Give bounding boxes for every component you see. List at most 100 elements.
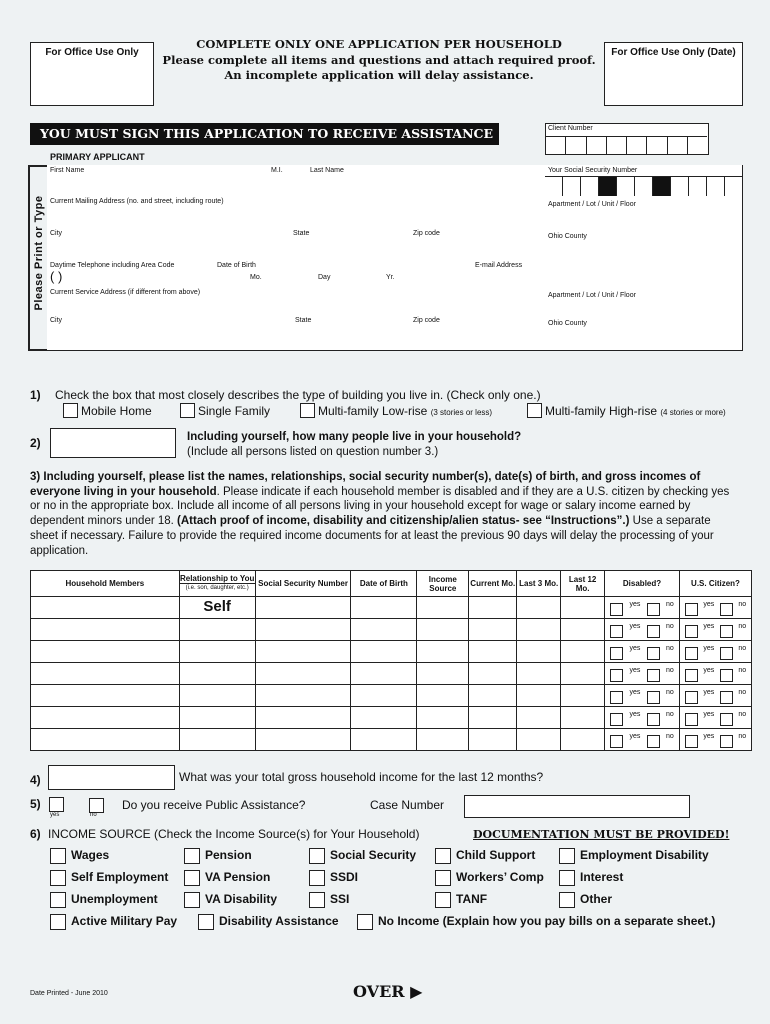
- last-3-months-cell[interactable]: [516, 618, 562, 641]
- citizen-no-checkbox[interactable]: [719, 690, 733, 704]
- current-month-cell[interactable]: [468, 596, 518, 619]
- citizen-no-checkbox[interactable]: [719, 734, 733, 748]
- relationship-cell[interactable]: [178, 662, 256, 685]
- ssn-cell[interactable]: [254, 618, 352, 641]
- citizen-yes-checkbox[interactable]: [684, 602, 698, 616]
- case-number-input[interactable]: [464, 795, 690, 818]
- last-12-months-cell[interactable]: [560, 662, 606, 685]
- ssn-digit[interactable]: [545, 177, 563, 196]
- member-name-cell[interactable]: [30, 640, 180, 663]
- multi-family-low-rise-checkbox[interactable]: [300, 403, 315, 418]
- ssn-digit[interactable]: [671, 177, 689, 196]
- active-military-pay-checkbox[interactable]: [50, 914, 66, 930]
- citizen-yes-checkbox[interactable]: [684, 646, 698, 660]
- last-name-field[interactable]: Last Name: [307, 165, 546, 197]
- member-name-cell[interactable]: [30, 662, 180, 685]
- va-disability-checkbox[interactable]: [184, 892, 200, 908]
- ssdi-checkbox[interactable]: [309, 870, 325, 886]
- last-12-months-cell[interactable]: [560, 596, 606, 619]
- multi-family-high-rise-checkbox[interactable]: [527, 403, 542, 418]
- disabled-yes-checkbox[interactable]: [610, 646, 624, 660]
- current-month-cell[interactable]: [468, 706, 518, 729]
- dob-cell[interactable]: [350, 618, 418, 641]
- phone-field[interactable]: Daytime Telephone including Area Code( ): [47, 260, 215, 288]
- client-number-digit[interactable]: [668, 137, 688, 155]
- ssn-digit[interactable]: [707, 177, 725, 196]
- dob-cell[interactable]: [350, 662, 418, 685]
- last-12-months-cell[interactable]: [560, 618, 606, 641]
- service-address-field[interactable]: Current Service Address (if different fr…: [47, 287, 546, 316]
- disabled-yes-checkbox[interactable]: [610, 734, 624, 748]
- client-number-digit[interactable]: [647, 137, 668, 155]
- citizen-no-checkbox[interactable]: [719, 602, 733, 616]
- va-pension-checkbox[interactable]: [184, 870, 200, 886]
- last-3-months-cell[interactable]: [516, 596, 562, 619]
- member-name-cell[interactable]: [30, 618, 180, 641]
- ssn-cell[interactable]: [254, 662, 352, 685]
- ssn-cell[interactable]: [254, 596, 352, 619]
- last-3-months-cell[interactable]: [516, 728, 562, 751]
- last-12-months-cell[interactable]: [560, 684, 606, 707]
- public-assistance-no-checkbox[interactable]: [89, 798, 104, 813]
- dob-field[interactable]: Date of Birth Mo. Day Yr.: [214, 260, 473, 288]
- member-name-cell[interactable]: [30, 596, 180, 619]
- ssn-digit[interactable]: [581, 177, 599, 196]
- member-name-cell[interactable]: [30, 684, 180, 707]
- current-month-cell[interactable]: [468, 662, 518, 685]
- citizen-yes-checkbox[interactable]: [684, 624, 698, 638]
- last-3-months-cell[interactable]: [516, 684, 562, 707]
- citizen-no-checkbox[interactable]: [719, 712, 733, 726]
- relationship-cell[interactable]: [178, 706, 256, 729]
- member-name-cell[interactable]: [30, 706, 180, 729]
- last-3-months-cell[interactable]: [516, 640, 562, 663]
- workers-comp-checkbox[interactable]: [435, 870, 451, 886]
- ssi-checkbox[interactable]: [309, 892, 325, 908]
- income-source-cell[interactable]: [416, 684, 470, 707]
- dob-cell[interactable]: [350, 640, 418, 663]
- client-number-digit[interactable]: [546, 137, 567, 155]
- client-number-digit[interactable]: [587, 137, 607, 155]
- self-employment-checkbox[interactable]: [50, 870, 66, 886]
- dob-cell[interactable]: [350, 684, 418, 707]
- disability-assistance-checkbox[interactable]: [198, 914, 214, 930]
- ssn-field[interactable]: Your Social Security Number: [545, 165, 743, 197]
- total-income-input[interactable]: [48, 765, 175, 790]
- relationship-cell[interactable]: [178, 728, 256, 751]
- disabled-no-checkbox[interactable]: [646, 646, 660, 660]
- current-month-cell[interactable]: [468, 618, 518, 641]
- unemployment-checkbox[interactable]: [50, 892, 66, 908]
- tanf-checkbox[interactable]: [435, 892, 451, 908]
- income-source-cell[interactable]: [416, 662, 470, 685]
- disabled-no-checkbox[interactable]: [646, 602, 660, 616]
- middle-initial-field[interactable]: M.I.: [268, 165, 308, 197]
- disabled-no-checkbox[interactable]: [646, 668, 660, 682]
- last-12-months-cell[interactable]: [560, 728, 606, 751]
- dob-cell[interactable]: [350, 728, 418, 751]
- mailing-city-field[interactable]: City: [47, 228, 291, 261]
- current-month-cell[interactable]: [468, 728, 518, 751]
- disabled-yes-checkbox[interactable]: [610, 668, 624, 682]
- disabled-no-checkbox[interactable]: [646, 624, 660, 638]
- mailing-state-field[interactable]: State: [290, 228, 411, 261]
- single-family-checkbox[interactable]: [180, 403, 195, 418]
- current-month-cell[interactable]: [468, 640, 518, 663]
- disabled-no-checkbox[interactable]: [646, 712, 660, 726]
- social-security-checkbox[interactable]: [309, 848, 325, 864]
- no-income-checkbox[interactable]: [357, 914, 373, 930]
- income-source-cell[interactable]: [416, 728, 470, 751]
- disabled-no-checkbox[interactable]: [646, 690, 660, 704]
- service-county-field[interactable]: Ohio County: [545, 315, 743, 351]
- disabled-yes-checkbox[interactable]: [610, 602, 624, 616]
- first-name-field[interactable]: First Name: [47, 165, 269, 197]
- dob-cell[interactable]: [350, 706, 418, 729]
- citizen-yes-checkbox[interactable]: [684, 734, 698, 748]
- citizen-no-checkbox[interactable]: [719, 646, 733, 660]
- last-12-months-cell[interactable]: [560, 706, 606, 729]
- ssn-cell[interactable]: [254, 684, 352, 707]
- income-source-cell[interactable]: [416, 640, 470, 663]
- last-3-months-cell[interactable]: [516, 706, 562, 729]
- member-name-cell[interactable]: [30, 728, 180, 751]
- income-source-cell[interactable]: [416, 618, 470, 641]
- ssn-cell[interactable]: [254, 640, 352, 663]
- service-city-field[interactable]: City: [47, 315, 293, 351]
